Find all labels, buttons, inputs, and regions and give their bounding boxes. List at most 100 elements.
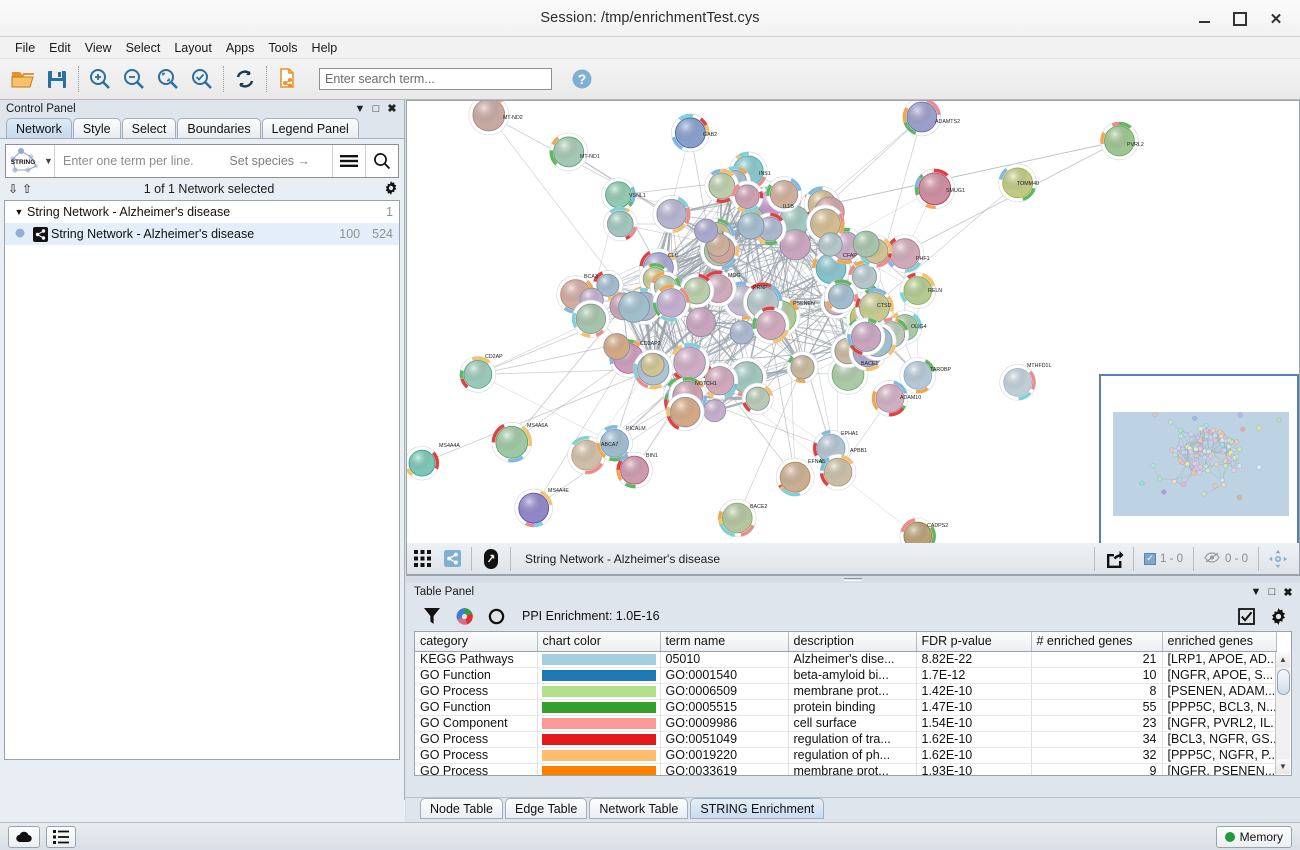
col-enriched-genes[interactable]: enriched genes — [1162, 632, 1277, 652]
menu-tools[interactable]: Tools — [268, 40, 298, 55]
network-canvas[interactable] — [407, 101, 1299, 576]
tab-node-table[interactable]: Node Table — [420, 798, 504, 819]
col-description[interactable]: description — [788, 632, 917, 652]
table-row[interactable]: GO Function GO:0005515 protein binding 1.47… — [415, 699, 1277, 716]
annotation-icon[interactable] — [476, 545, 506, 573]
open-folder-icon[interactable] — [6, 62, 40, 96]
chevron-down-icon[interactable]: ▼ — [1250, 586, 1262, 598]
tab-legend-panel[interactable]: Legend Panel — [261, 118, 359, 138]
color-wheel-icon[interactable] — [448, 602, 480, 630]
memory-status-button[interactable]: Memory — [1215, 825, 1292, 848]
tab-string-enrichment[interactable]: STRING Enrichment — [690, 798, 825, 819]
enrichment-table-container[interactable]: category chart color term name descripti… — [414, 631, 1292, 776]
horizontal-splitter[interactable] — [406, 576, 1300, 583]
float-icon[interactable]: □ — [372, 102, 380, 115]
string-logo-icon[interactable]: STRING — [6, 145, 44, 177]
zoom-in-icon[interactable] — [83, 62, 117, 96]
export-image-icon[interactable] — [1099, 545, 1129, 573]
scroll-down-arrow-icon[interactable]: ▼ — [1276, 759, 1290, 774]
zoom-selected-icon[interactable] — [185, 62, 219, 96]
table-row[interactable]: GO Process GO:0006509 membrane prot... 1.42… — [415, 683, 1277, 700]
tab-network-table[interactable]: Network Table — [589, 798, 689, 819]
cell-fdr-pvalue: 1.62E-10 — [916, 747, 1032, 764]
node-label: APBB1 — [850, 448, 868, 454]
menu-apps[interactable]: Apps — [225, 40, 255, 55]
toolbar-separator — [223, 66, 224, 92]
share-network-icon[interactable] — [271, 62, 305, 96]
gear-icon[interactable] — [1262, 602, 1294, 630]
maximize-icon[interactable] — [1222, 4, 1258, 34]
set-species-link[interactable]: Set species → — [229, 154, 310, 168]
col-enriched-genes-count[interactable]: # enriched genes — [1031, 632, 1163, 652]
refresh-icon[interactable] — [228, 62, 262, 96]
tree-network-edges: 524 — [372, 227, 393, 241]
close-icon[interactable]: ✖ — [387, 103, 397, 115]
enrichment-table: category chart color term name descripti… — [415, 632, 1277, 775]
network-tree[interactable]: ▼ String Network - Alzheimer's disease 1… — [4, 200, 400, 760]
search-input[interactable]: Enter search term... — [319, 68, 552, 90]
divider — [1132, 546, 1134, 571]
tree-row-root[interactable]: ▼ String Network - Alzheimer's disease 1 — [5, 201, 399, 223]
cloud-icon[interactable] — [8, 825, 40, 848]
table-row[interactable]: GO Process GO:0019220 regulation of ph... 1… — [415, 747, 1277, 764]
hamburger-icon[interactable] — [333, 145, 365, 177]
table-row[interactable]: KEGG Pathways 05010 Alzheimer's dise... 8.8… — [415, 651, 1277, 668]
minimize-icon[interactable] — [1186, 4, 1222, 34]
table-row[interactable]: GO Function GO:0001540 beta-amyloid bi... 1… — [415, 667, 1277, 684]
table-row[interactable]: GO Process GO:0033619 membrane prot... 1.93… — [415, 763, 1277, 775]
col-chart-color[interactable]: chart color — [537, 632, 661, 652]
cell-fdr-pvalue: 1.47E-10 — [916, 699, 1032, 716]
expand-triangle-icon[interactable]: ▼ — [14, 207, 24, 217]
col-fdr-pvalue[interactable]: FDR p-value — [916, 632, 1032, 652]
cell-enriched-genes: [PPP5C, NGFR, P... — [1162, 747, 1277, 764]
menu-edit[interactable]: Edit — [49, 40, 71, 55]
close-icon[interactable]: ✖ — [1283, 586, 1293, 599]
menu-file[interactable]: File — [15, 40, 36, 55]
string-term-input[interactable]: Enter one term per line. — [55, 154, 229, 168]
birds-eye-view[interactable] — [1099, 374, 1299, 574]
tab-edge-table[interactable]: Edge Table — [505, 798, 588, 819]
selected-nodes-status[interactable]: ✓ 1 - 0 — [1138, 552, 1189, 565]
col-term-name[interactable]: term name — [660, 632, 789, 652]
float-icon[interactable]: □ — [1268, 586, 1276, 598]
help-icon[interactable]: ? — [565, 62, 599, 96]
network-view[interactable]: MT-ND2 MT-ND1 VSNL1 GAB2 INS1 IL1B ADAMTS2 PVRL… — [406, 100, 1300, 576]
node-label: ADAMTS2 — [935, 119, 961, 125]
table-row[interactable]: GO Process GO:0051049 regulation of tra...… — [415, 731, 1277, 748]
expand-all-icon[interactable]: ⇧ — [21, 182, 33, 196]
menu-layout[interactable]: Layout — [174, 40, 212, 55]
fit-content-icon[interactable] — [1263, 545, 1293, 573]
scrollbar-thumb[interactable] — [1277, 669, 1290, 695]
hidden-nodes-status[interactable]: 0 - 0 — [1198, 551, 1254, 566]
scroll-up-arrow-icon[interactable]: ▲ — [1276, 652, 1290, 667]
tab-select[interactable]: Select — [121, 118, 177, 138]
tab-style[interactable]: Style — [72, 118, 121, 138]
table-vertical-scrollbar[interactable]: ▲ ▼ — [1275, 652, 1290, 774]
search-icon[interactable] — [366, 145, 398, 177]
cell-term-name: GO:0009986 — [660, 715, 789, 732]
close-icon[interactable]: ✕ — [1269, 10, 1283, 28]
checkbox-icon[interactable] — [1230, 602, 1262, 630]
zoom-fit-icon[interactable] — [151, 62, 185, 96]
save-icon[interactable] — [40, 62, 74, 96]
chevron-down-icon[interactable]: ▼ — [44, 156, 53, 166]
table-row[interactable]: GO Component GO:0009986 cell surface 1.54E-… — [415, 715, 1277, 732]
cell-fdr-pvalue: 1.42E-10 — [916, 683, 1032, 700]
menu-select[interactable]: Select — [125, 40, 161, 55]
task-list-icon[interactable] — [46, 825, 76, 848]
col-category[interactable]: category — [415, 632, 538, 652]
chevron-down-icon[interactable]: ▼ — [354, 102, 366, 115]
menu-help[interactable]: Help — [311, 40, 338, 55]
tree-row-network[interactable]: String Network - Alzheimer's disease 100… — [5, 223, 399, 245]
donut-chart-icon[interactable] — [480, 602, 512, 630]
grid-layout-icon[interactable] — [407, 545, 437, 573]
filter-icon[interactable] — [416, 602, 448, 630]
collapse-all-icon[interactable]: ⇩ — [7, 182, 19, 196]
menu-view[interactable]: View — [84, 40, 112, 55]
tab-boundaries[interactable]: Boundaries — [177, 118, 261, 138]
gear-icon[interactable] — [384, 180, 398, 198]
cell-fdr-pvalue: 1.62E-10 — [916, 731, 1032, 748]
tab-network[interactable]: Network — [6, 118, 72, 138]
zoom-out-icon[interactable] — [117, 62, 151, 96]
share-icon[interactable] — [437, 545, 467, 573]
